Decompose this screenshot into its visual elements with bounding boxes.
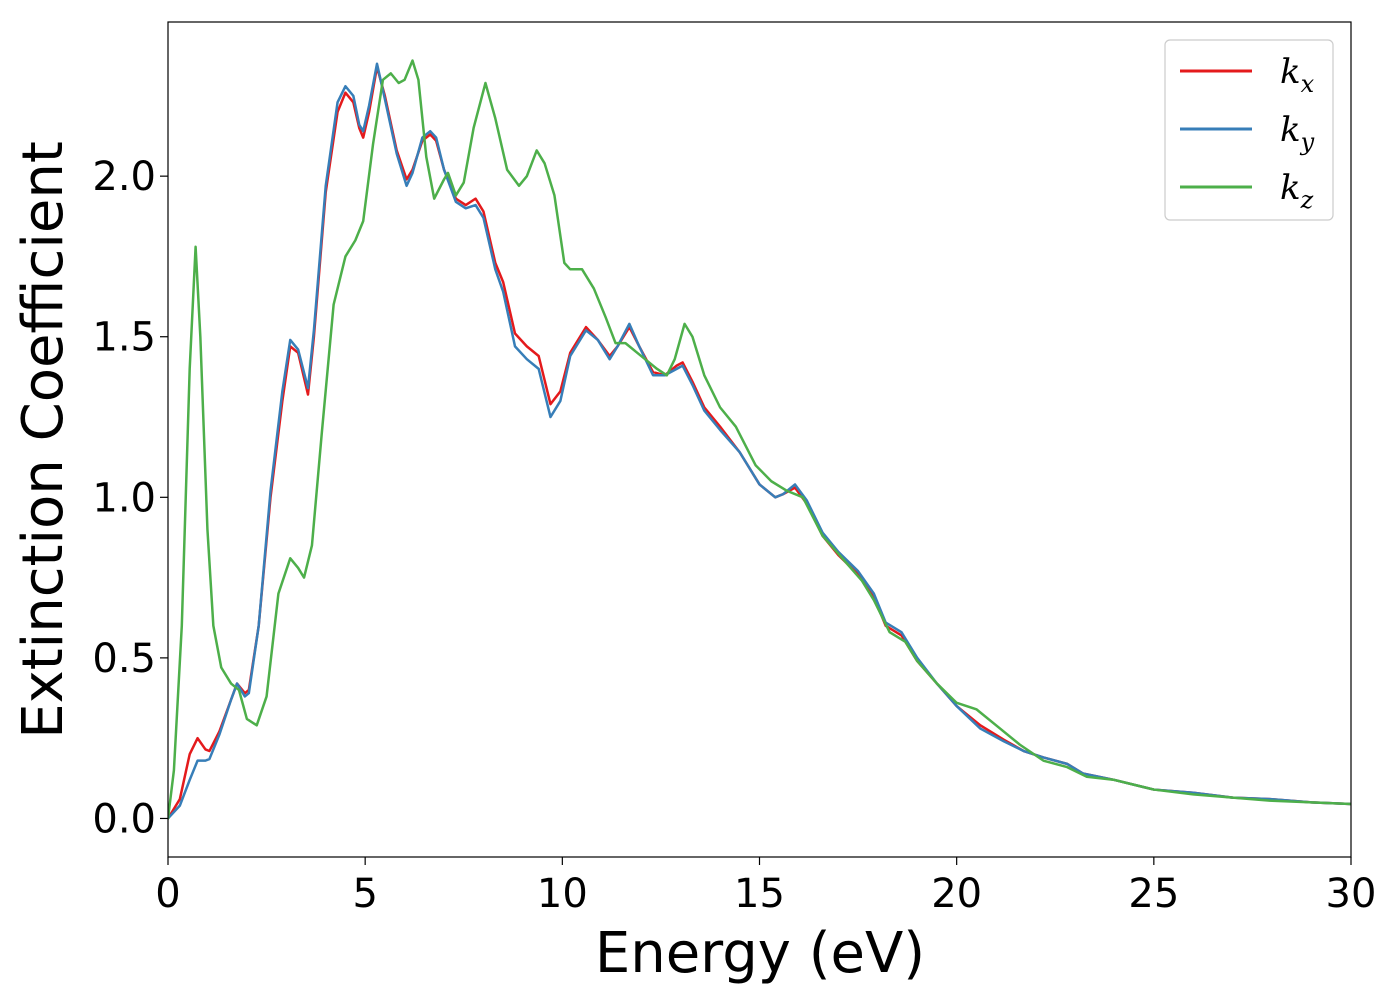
x-axis-title: Energy (eV) — [595, 921, 925, 986]
x-tick-label: 5 — [352, 871, 377, 917]
y-tick-label: 1.0 — [92, 475, 156, 521]
legend: kx ky kz — [1164, 39, 1334, 221]
x-tick-label: 25 — [1128, 871, 1179, 917]
y-tick-label: 0.0 — [92, 796, 156, 842]
x-tick-label: 0 — [155, 871, 180, 917]
plot-series — [168, 59, 1351, 820]
y-tick-label: 0.5 — [92, 636, 156, 682]
x-tick-label: 10 — [537, 871, 588, 917]
x-tick-label: 15 — [734, 871, 785, 917]
x-tick-label: 30 — [1326, 871, 1377, 917]
legend-label-kz: kz — [1280, 168, 1314, 214]
y-axis-title: Extinction Coefficient — [11, 141, 76, 739]
x-axis-ticks: 0 5 10 15 20 25 30 — [155, 857, 1376, 917]
y-tick-label: 2.0 — [92, 154, 156, 200]
x-tick-label: 20 — [931, 871, 982, 917]
y-axis-ticks: 0.0 0.5 1.0 1.5 2.0 — [92, 154, 168, 842]
y-tick-label: 1.5 — [92, 315, 156, 361]
series-line-kz — [168, 59, 1351, 820]
legend-label-ky: ky — [1280, 110, 1315, 156]
legend-label-kx: kx — [1280, 52, 1315, 98]
